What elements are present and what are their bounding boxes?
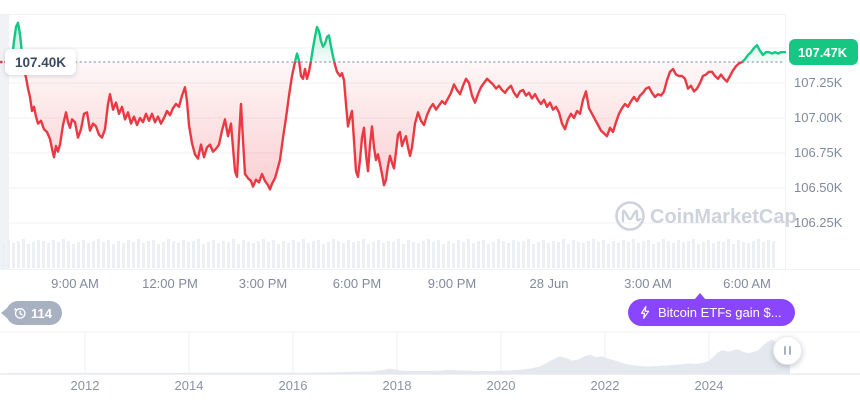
time-axis-label: 9:00 PM — [427, 276, 477, 291]
year-axis-label: 2014 — [174, 378, 204, 393]
news-event-badge[interactable]: Bitcoin ETFs gain $... — [628, 293, 795, 326]
volume-bars — [2, 239, 775, 268]
y-axis-label: 106.75K — [794, 145, 843, 160]
y-axis-label: 106.25K — [794, 215, 843, 230]
time-axis-label: 3:00 PM — [238, 276, 288, 291]
price-line-below — [6, 62, 744, 191]
coinmarketcap-logo-icon — [621, 209, 642, 223]
y-axis-label: 107.25K — [794, 75, 843, 90]
year-axis-label: 2016 — [278, 378, 308, 393]
lightning-icon — [640, 305, 650, 319]
current-price-badge: 107.47K — [789, 39, 858, 65]
time-axis: 9:00 AM 12:00 PM 3:00 PM 6:00 PM 9:00 PM 28 J… — [0, 276, 860, 296]
time-axis-label: 3:00 AM — [624, 276, 672, 291]
time-axis-label: 6:00 AM — [723, 276, 771, 291]
time-axis-label: 12:00 PM — [142, 276, 198, 291]
navigator-area — [8, 337, 790, 374]
clock-history-icon — [14, 307, 26, 319]
year-axis-label: 2024 — [694, 378, 724, 393]
year-axis: 2012 2014 2016 2018 2020 2022 2024 — [0, 378, 860, 398]
navigator-drag-handle[interactable] — [773, 336, 802, 365]
svg-text:CoinMarketCap: CoinMarketCap — [650, 206, 797, 228]
news-label: Bitcoin ETFs gain $... — [658, 305, 782, 320]
history-annotations-badge[interactable]: 114 — [1, 301, 62, 325]
year-axis-label: 2012 — [70, 378, 100, 393]
watermark: CoinMarketCap — [615, 201, 797, 231]
price-chart[interactable]: CoinMarketCap — [0, 0, 860, 270]
y-axis-label: 106.50K — [794, 180, 843, 195]
time-axis-label: 9:00 AM — [51, 276, 99, 291]
drag-handle-pause-icon — [784, 346, 786, 355]
gridlines — [0, 14, 860, 270]
year-axis-label: 2018 — [382, 378, 412, 393]
year-axis-label: 2022 — [590, 378, 620, 393]
price-area-below — [8, 62, 785, 190]
history-navigator-chart[interactable] — [0, 331, 860, 375]
y-axis-label: 107.00K — [794, 110, 843, 125]
open-price-label: 107.40K — [5, 49, 77, 75]
left-gutter — [0, 14, 9, 269]
time-axis-label: 28 Jun — [529, 276, 569, 291]
time-axis-label: 6:00 PM — [332, 276, 382, 291]
year-axis-label: 2020 — [486, 378, 516, 393]
history-count: 114 — [31, 305, 52, 321]
drag-handle-pause-icon — [789, 346, 791, 355]
